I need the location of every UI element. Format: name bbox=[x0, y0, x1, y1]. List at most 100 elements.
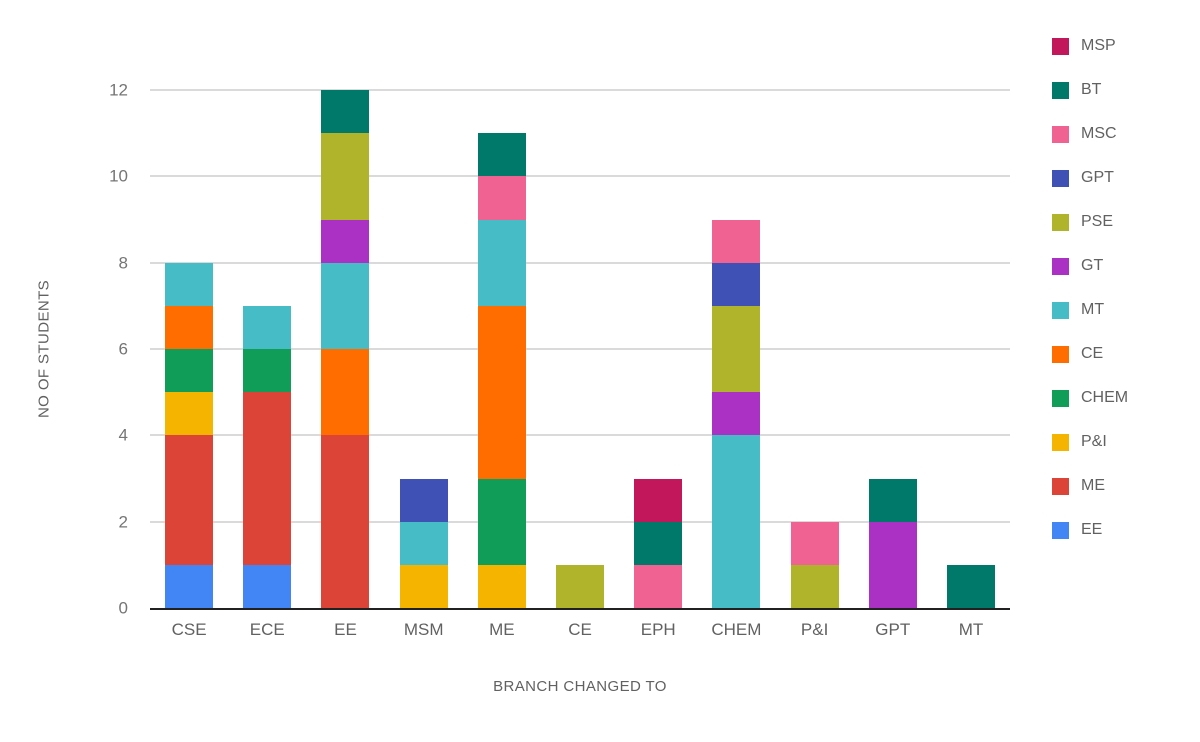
x-tick-label: CHEM bbox=[711, 620, 762, 639]
bar-segment-ME bbox=[165, 435, 214, 565]
bars-layer bbox=[150, 90, 1010, 608]
legend-label: MSC bbox=[1081, 125, 1117, 142]
gridline bbox=[150, 175, 1010, 178]
bar-segment-BT bbox=[868, 478, 917, 522]
stacked-bar bbox=[946, 90, 995, 608]
bar-segment-P&I bbox=[399, 564, 448, 608]
legend-label: MT bbox=[1081, 301, 1105, 318]
bar-segment-PSE bbox=[556, 564, 605, 608]
bar-segment-PSE bbox=[712, 305, 761, 393]
bar-segment-MT bbox=[477, 219, 526, 306]
gridline bbox=[150, 520, 1010, 523]
legend-swatch bbox=[1052, 37, 1069, 55]
stacked-bar bbox=[477, 90, 526, 608]
legend-swatch bbox=[1052, 477, 1069, 495]
stacked-bar bbox=[556, 90, 605, 608]
stacked-bar bbox=[712, 90, 761, 608]
legend-swatch bbox=[1052, 521, 1069, 539]
stacked-bar bbox=[868, 90, 917, 608]
legend-swatch bbox=[1052, 125, 1069, 143]
legend-swatch bbox=[1052, 257, 1069, 275]
legend-label: MSP bbox=[1081, 37, 1116, 54]
bar-segment-MSC bbox=[634, 564, 683, 608]
legend-swatch bbox=[1052, 389, 1069, 407]
bar-segment-MSC bbox=[790, 521, 839, 565]
x-axis-title: BRANCH CHANGED TO bbox=[493, 678, 667, 695]
bar-segment-CE bbox=[165, 305, 214, 350]
y-tick-label: 6 bbox=[118, 339, 128, 359]
bar-segment-EE bbox=[243, 564, 292, 608]
bar-segment-GPT bbox=[399, 478, 448, 522]
bar-segment-BT bbox=[946, 564, 995, 608]
bar-segment-GPT bbox=[712, 262, 761, 306]
bar-segment-ME bbox=[321, 435, 370, 608]
x-axis-labels: CSE ECE EE MSM ME CE EPH CHEM P&I GPT MT bbox=[150, 620, 1010, 640]
gridline bbox=[150, 89, 1010, 91]
stacked-bar bbox=[790, 90, 839, 608]
bar-segment-CE bbox=[321, 349, 370, 436]
bar-column-P&I bbox=[776, 90, 854, 608]
bar-segment-ME bbox=[243, 392, 292, 565]
legend-label: EE bbox=[1081, 521, 1103, 538]
legend-label: BT bbox=[1081, 81, 1102, 98]
bar-segment-MT bbox=[399, 521, 448, 565]
stacked-bar bbox=[634, 90, 683, 608]
legend-swatch bbox=[1052, 169, 1069, 187]
legend-item-EE: EE bbox=[1052, 520, 1128, 540]
bar-column-MT bbox=[932, 90, 1010, 608]
y-tick-label: 8 bbox=[118, 253, 128, 273]
legend-item-MSC: MSC bbox=[1052, 124, 1128, 144]
bar-column-EE bbox=[306, 90, 384, 608]
bar-segment-GT bbox=[868, 521, 917, 608]
bar-column-EPH bbox=[619, 90, 697, 608]
legend-item-P&I: P&I bbox=[1052, 432, 1128, 452]
bar-segment-P&I bbox=[477, 564, 526, 608]
gridline bbox=[150, 434, 1010, 437]
x-tick-label: GPT bbox=[875, 620, 911, 639]
bar-segment-CHEM bbox=[243, 349, 292, 393]
plot-area: 0 2 4 6 8 10 12 bbox=[109, 82, 1010, 617]
y-tick-label: 4 bbox=[118, 425, 128, 445]
bar-segment-MSC bbox=[477, 176, 526, 220]
legend-item-GPT: GPT bbox=[1052, 168, 1128, 188]
legend-item-CE: CE bbox=[1052, 344, 1128, 364]
legend-swatch bbox=[1052, 81, 1069, 99]
x-tick-label: EE bbox=[334, 620, 357, 639]
legend-label: PSE bbox=[1081, 213, 1114, 230]
legend-label: CHEM bbox=[1081, 389, 1129, 406]
bar-column-ECE bbox=[228, 90, 306, 608]
legend-item-CHEM: CHEM bbox=[1052, 388, 1128, 408]
bar-segment-CHEM bbox=[165, 349, 214, 393]
legend-label: GPT bbox=[1081, 169, 1114, 186]
bar-column-ME bbox=[463, 90, 541, 608]
bar-column-CE bbox=[541, 90, 619, 608]
bar-segment-GT bbox=[712, 392, 761, 436]
bar-segment-P&I bbox=[165, 392, 214, 436]
bar-segment-MT bbox=[321, 262, 370, 350]
stacked-bar bbox=[243, 90, 292, 608]
bar-column-CSE bbox=[150, 90, 228, 608]
legend-item-MSP: MSP bbox=[1052, 36, 1128, 56]
legend-item-PSE: PSE bbox=[1052, 212, 1128, 232]
stacked-bar bbox=[165, 90, 214, 608]
bar-segment-GT bbox=[321, 219, 370, 263]
y-tick-label: 10 bbox=[109, 166, 128, 186]
legend-label: CE bbox=[1081, 345, 1104, 362]
x-tick-label: P&I bbox=[800, 620, 829, 639]
x-tick-label: MSM bbox=[403, 620, 444, 639]
bar-segment-MSP bbox=[634, 478, 683, 522]
x-tick-label: EPH bbox=[640, 620, 676, 639]
bar-segment-BT bbox=[477, 133, 526, 177]
x-tick-label: ME bbox=[489, 620, 515, 639]
y-tick-label: 12 bbox=[109, 80, 128, 100]
chart-legend: MSP BT MSC GPT PSE GT MT CE CHEM P&I ME EE bbox=[1052, 36, 1128, 564]
bar-segment-MT bbox=[712, 435, 761, 608]
bar-segment-MT bbox=[165, 262, 214, 306]
legend-swatch bbox=[1052, 213, 1069, 231]
bar-column-GPT bbox=[854, 90, 932, 608]
gridline bbox=[150, 261, 1010, 264]
y-tick-label: 2 bbox=[118, 512, 128, 532]
legend-item-MT: MT bbox=[1052, 300, 1128, 320]
legend-swatch bbox=[1052, 345, 1069, 363]
